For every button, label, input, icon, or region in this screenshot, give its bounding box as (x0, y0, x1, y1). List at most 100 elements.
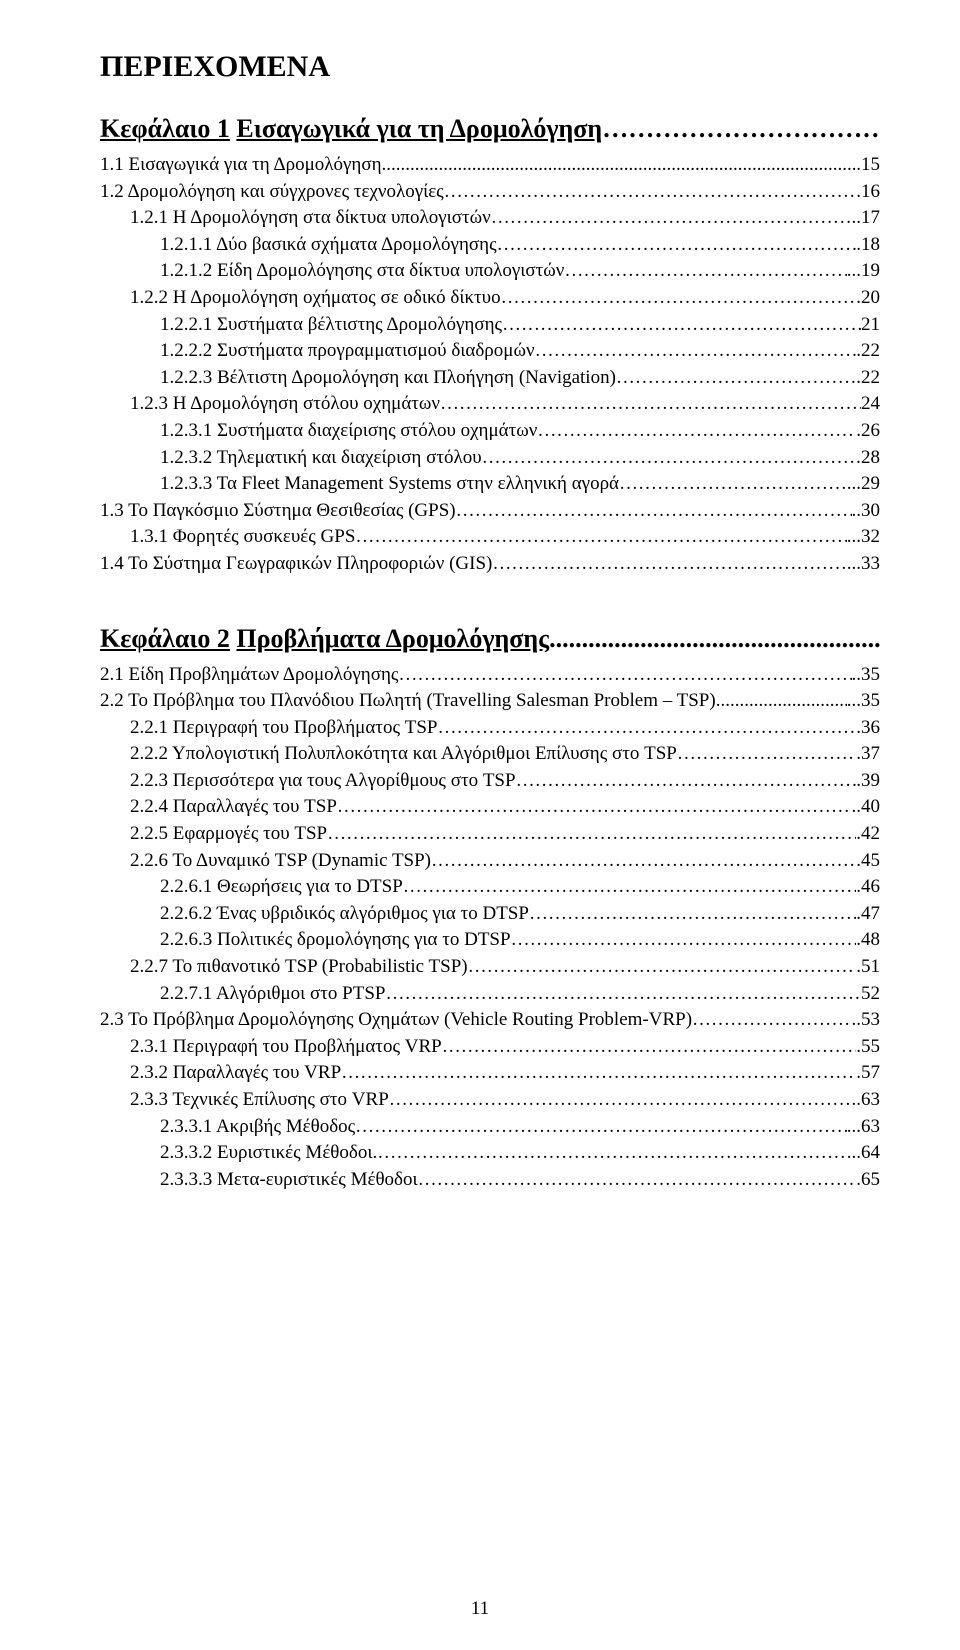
toc-entry: 1.2 Δρομολόγηση και σύγχρονες τεχνολογίε… (100, 179, 880, 206)
page-number: 11 (0, 1598, 960, 1620)
toc-entry: 1.2.2.2 Συστήματα προγραμματισμού διαδρο… (100, 338, 880, 365)
toc-page: ...63 (847, 1114, 880, 1141)
toc-label: 2.1 Είδη Προβλημάτων Δρομολόγησης (100, 662, 398, 689)
chapter-block-1: Κεφάλαιο 1 Εισαγωγικά για τη Δρομολόγηση… (100, 114, 880, 578)
toc-label: 1.4 Το Σύστημα Γεωγραφικών Πληροφοριών (… (100, 551, 492, 578)
chapter-block-2: Κεφάλαιο 2 Προβλήματα Δρομολόγησης......… (100, 624, 880, 1194)
toc-entry: 2.2.6.3 Πολιτικές δρομολόγησης για το DT… (100, 927, 880, 954)
toc-leader: …………………………………………………………………………………………………………… (355, 524, 846, 551)
toc-entry: 1.2.3.3 Τα Fleet Management Systems στην… (100, 471, 880, 498)
toc-label: 1.2.2.3 Βέλτιστη Δρομολόγηση και Πλοήγησ… (160, 365, 616, 392)
toc-entry: 2.3.2 Παραλλαγές του VRP…………………………………………… (100, 1060, 880, 1087)
toc-label: 2.2.3 Περισσότερα για τους Αλγορίθμους σ… (130, 768, 516, 795)
toc-page: ...33 (847, 551, 880, 578)
toc-entry: 1.3.1 Φορητές συσκευές GPS……………………………………… (100, 524, 880, 551)
section-gap (100, 578, 880, 614)
toc-page: .51 (856, 954, 880, 981)
toc-entry: 2.2.7 Το πιθανοτικό TSP (Probabilistic T… (100, 954, 880, 981)
toc-page: .26 (856, 418, 880, 445)
chapter-name: Εισαγωγικά για τη Δρομολόγηση (236, 114, 602, 143)
toc-entry: 2.2 Το Πρόβλημα του Πλανόδιου Πωλητή (Tr… (100, 688, 880, 715)
contents-title: ΠΕΡΙΕΧΟΜΕΝΑ (100, 50, 880, 84)
toc-entry: 1.2.3.1 Συστήματα διαχείρισης στόλου οχη… (100, 418, 880, 445)
toc-leader: …………………………………………………………………………………………………………… (692, 1007, 851, 1034)
toc-leader: ........................................… (716, 688, 847, 715)
toc-entry: 1.2.3.2 Τηλεματική και διαχείριση στόλου… (100, 445, 880, 472)
toc-label: 2.3.3.2 Ευριστικές Μέθοδοι. (160, 1140, 377, 1167)
toc-label: 1.2.2.2 Συστήματα προγραμματισμού διαδρο… (160, 338, 535, 365)
toc-entry: 1.2.1 Η Δρομολόγηση στα δίκτυα υπολογιστ… (100, 205, 880, 232)
toc-label: 1.2.2 Η Δρομολόγηση οχήματος σε οδικό δί… (130, 285, 501, 312)
toc-page: ..30 (852, 498, 881, 525)
toc-label: 2.2.7 Το πιθανοτικό TSP (Probabilistic T… (130, 954, 468, 981)
toc-entry: 2.3.3 Τεχνικές Επίλυσης στο VRP………………………… (100, 1087, 880, 1114)
toc-entry: 2.2.6.1 Θεωρήσεις για το DTSP……………………………… (100, 874, 880, 901)
toc-page: .22 (856, 365, 880, 392)
toc-label: 2.2.7.1 Αλγόριθμοι στο PTSP (160, 981, 385, 1008)
toc-page: ..35 (852, 662, 881, 689)
toc-label: 2.2.6.2 Ένας υβριδικός αλγόριθμος για το… (160, 901, 529, 928)
chapter-number: Κεφάλαιο 1 (100, 114, 230, 143)
toc-page: .42 (856, 821, 880, 848)
toc-leader: …………………………………………………………………………………………………………… (482, 445, 861, 472)
toc-label: 1.2.1 Η Δρομολόγηση στα δίκτυα υπολογιστ… (130, 205, 491, 232)
toc-entry: 1.2.2.3 Βέλτιστη Δρομολόγηση και Πλοήγησ… (100, 365, 880, 392)
toc-leader: …………………………………………………………………………………………………………… (418, 1167, 857, 1194)
toc-leader: …………………………………………………………………………………………………………… (516, 768, 857, 795)
toc-page: 21 (861, 312, 880, 339)
toc-entry: 2.3.3.1 Ακριβής Μέθοδος……………………………………………… (100, 1114, 880, 1141)
toc-label: 2.2.2 Υπολογιστική Πολυπλοκότητα και Αλγ… (130, 741, 677, 768)
toc-page: .15 (856, 152, 880, 179)
toc-page: ..53 (852, 1007, 881, 1034)
toc-leader: …………………………………………………………………………………………………………… (511, 927, 857, 954)
toc-page: .22 (856, 338, 880, 365)
toc-leader: …………………………………………………………………………………………………………… (337, 794, 852, 821)
toc-label: 1.2.3.1 Συστήματα διαχείρισης στόλου οχη… (160, 418, 537, 445)
toc-label: 2.2.1 Περιγραφή του Προβλήματος TSP (130, 715, 437, 742)
toc-page: .48 (856, 927, 880, 954)
toc-leader: …………………………………………………………………………………………………………… (385, 981, 861, 1008)
toc-page: .18 (856, 232, 880, 259)
toc-label: 1.2.2.1 Συστήματα βέλτιστης Δρομολόγησης (160, 312, 502, 339)
toc-entry: 2.2.3 Περισσότερα για τους Αλγορίθμους σ… (100, 768, 880, 795)
toc-page: .36 (856, 715, 880, 742)
chapter-leader: ........................................… (549, 624, 880, 653)
toc-page: 52 (861, 981, 880, 1008)
toc-page: 16 (861, 179, 880, 206)
toc-label: 1.2.3.3 Τα Fleet Management Systems στην… (160, 471, 619, 498)
chapter-leader: …………………………………………………………………………………………………………… (602, 114, 880, 143)
toc-page: 28 (861, 445, 880, 472)
toc-leader: …………………………………………………………………………………………………………… (619, 471, 847, 498)
toc-entry: 2.3.3.2 Ευριστικές Μέθοδοι.…………………………………… (100, 1140, 880, 1167)
toc-leader: …………………………………………………………………………………………………………… (529, 901, 856, 928)
toc-page: ...35 (847, 688, 880, 715)
toc-label: 2.3.3.3 Μετα-ευριστικές Μέθοδοι (160, 1167, 418, 1194)
toc-label: 1.1 Εισαγωγικά για τη Δρομολόγηση (100, 152, 382, 179)
toc-page: .20 (856, 285, 880, 312)
toc-page: ...29 (847, 471, 880, 498)
toc-entry: 1.2.1.2 Είδη Δρομολόγησης στα δίκτυα υπο… (100, 258, 880, 285)
toc-entry: 2.2.2 Υπολογιστική Πολυπλοκότητα και Αλγ… (100, 741, 880, 768)
toc-label: 2.2.6.1 Θεωρήσεις για το DTSP (160, 874, 403, 901)
toc-page: ..17 (852, 205, 881, 232)
toc-label: 1.2 Δρομολόγηση και σύγχρονες τεχνολογίε… (100, 179, 444, 206)
toc-leader: …………………………………………………………………………………………………………… (442, 1034, 857, 1061)
toc-leader: …………………………………………………………………………………………………………… (398, 662, 851, 689)
toc-label: 2.3 Το Πρόβλημα Δρομολόγησης Οχημάτων (V… (100, 1007, 692, 1034)
toc-leader: …………………………………………………………………………………………………………… (327, 821, 856, 848)
toc-label: 2.2.4 Παραλλαγές του TSP (130, 794, 337, 821)
toc-label: 1.2.3.2 Τηλεματική και διαχείριση στόλου (160, 445, 482, 472)
toc-entry: 2.3 Το Πρόβλημα Δρομολόγησης Οχημάτων (V… (100, 1007, 880, 1034)
toc-label: 1.3.1 Φορητές συσκευές GPS (130, 524, 355, 551)
toc-page: .46 (856, 874, 880, 901)
toc-page: ..64 (852, 1140, 881, 1167)
toc-page: .39 (856, 768, 880, 795)
toc-leader: …………………………………………………………………………………………………………… (377, 1140, 851, 1167)
toc-entry: 2.2.1 Περιγραφή του Προβλήματος TSP……………… (100, 715, 880, 742)
toc-entry: 1.4 Το Σύστημα Γεωγραφικών Πληροφοριών (… (100, 551, 880, 578)
chapter-heading: Κεφάλαιο 2 Προβλήματα Δρομολόγησης......… (100, 624, 880, 654)
chapter-name: Προβλήματα Δρομολόγησης (236, 624, 549, 653)
toc-label: 2.2 Το Πρόβλημα του Πλανόδιου Πωλητή (Tr… (100, 688, 716, 715)
toc-leader: …………………………………………………………………………………………………………… (492, 551, 846, 578)
toc-leader: …………………………………………………………………………………………………………… (468, 954, 857, 981)
